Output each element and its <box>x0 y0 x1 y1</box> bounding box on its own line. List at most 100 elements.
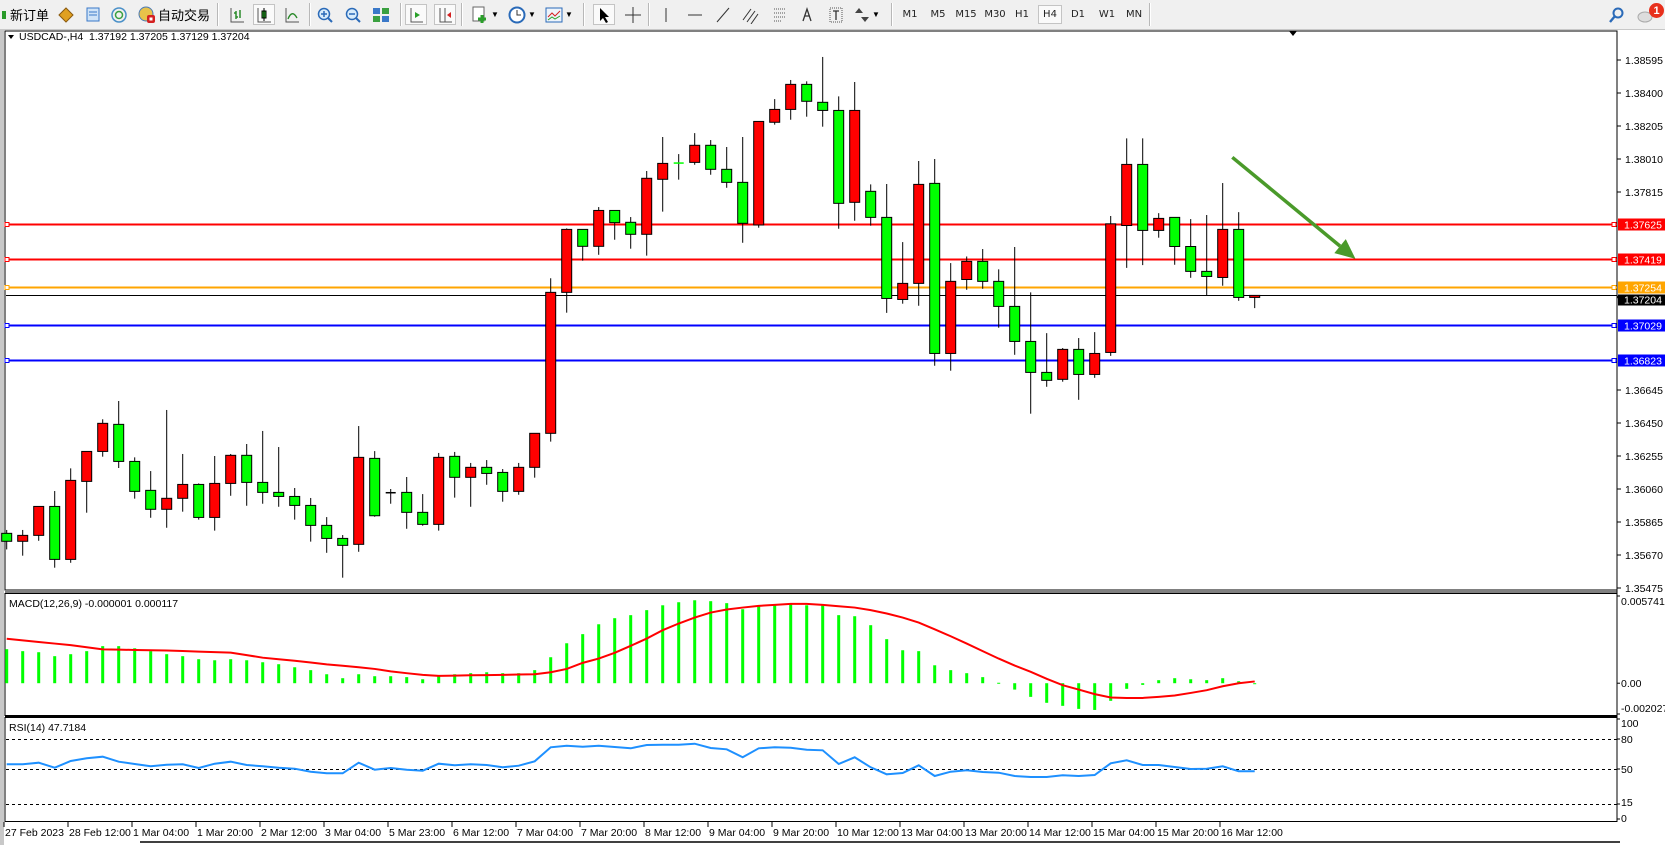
auto-trading-button[interactable]: 自动交易 <box>136 4 210 25</box>
new-chart-button[interactable]: ▼ <box>469 4 501 25</box>
arrow-head-icon[interactable] <box>1334 239 1356 259</box>
candle[interactable] <box>17 529 29 556</box>
crosshair-button[interactable] <box>623 4 643 25</box>
candle[interactable] <box>1041 333 1053 387</box>
bar-chart-button[interactable] <box>227 4 247 25</box>
candle[interactable] <box>849 82 861 221</box>
cursor-button[interactable] <box>593 4 615 25</box>
zoom-out-button[interactable] <box>343 4 363 25</box>
arrows-button[interactable]: ▼ <box>852 4 882 25</box>
chart-shift-marker-icon[interactable] <box>1289 31 1297 36</box>
candle[interactable] <box>1217 183 1229 286</box>
candle[interactable] <box>817 56 829 127</box>
timeframe-m1[interactable]: M1 <box>902 9 918 20</box>
candle[interactable] <box>1201 215 1213 296</box>
candle[interactable] <box>225 453 237 496</box>
candle[interactable] <box>33 505 45 541</box>
candle[interactable] <box>529 432 541 478</box>
candle[interactable] <box>561 228 573 313</box>
candle[interactable] <box>641 171 653 256</box>
symbol-menu-icon[interactable] <box>8 35 14 39</box>
candle[interactable] <box>209 456 221 531</box>
candle[interactable] <box>1 529 13 550</box>
candle[interactable] <box>737 137 749 243</box>
candle[interactable] <box>385 489 396 504</box>
candle[interactable] <box>1121 138 1133 268</box>
candle[interactable] <box>689 133 701 165</box>
candle[interactable] <box>833 96 845 229</box>
candle[interactable] <box>1089 332 1101 378</box>
timeframe-h4[interactable]: H4 <box>1038 5 1062 24</box>
candle[interactable] <box>545 278 557 442</box>
candle[interactable] <box>321 517 333 553</box>
candle[interactable] <box>977 249 989 289</box>
templates-button[interactable]: ▼ <box>543 4 575 25</box>
candle[interactable] <box>49 491 61 568</box>
fibonacci-button[interactable] <box>770 4 790 25</box>
chart-shift-button[interactable] <box>434 4 456 25</box>
line-handle-left[interactable] <box>4 222 10 227</box>
candle[interactable] <box>81 450 93 513</box>
timeframe-mn[interactable]: MN <box>1125 9 1143 20</box>
candle[interactable] <box>673 154 684 180</box>
candle[interactable] <box>881 184 893 313</box>
candle[interactable] <box>593 207 605 255</box>
candle[interactable] <box>145 471 157 518</box>
candle[interactable] <box>465 462 477 507</box>
periods-button[interactable]: ▼ <box>506 4 538 25</box>
line-chart-button[interactable] <box>282 4 302 25</box>
candle[interactable] <box>305 497 317 542</box>
candle[interactable] <box>417 494 429 526</box>
new-order-button[interactable]: 新订单 <box>2 4 49 25</box>
timeframe-h1[interactable]: H1 <box>1015 9 1029 20</box>
candle[interactable] <box>401 476 413 529</box>
candle[interactable] <box>657 137 669 212</box>
data-window-button[interactable] <box>83 4 103 25</box>
candle[interactable] <box>625 217 637 249</box>
candle[interactable] <box>753 120 765 228</box>
auto-scroll-button[interactable] <box>405 4 427 25</box>
candle[interactable] <box>289 487 301 520</box>
timeframe-w1[interactable]: W1 <box>1098 9 1116 20</box>
timeframe-d1[interactable]: D1 <box>1070 9 1086 20</box>
timeframe-m15[interactable]: M15 <box>955 9 977 20</box>
line-handle-right[interactable] <box>1611 285 1617 290</box>
candle[interactable] <box>433 452 445 531</box>
zoom-in-button[interactable] <box>315 4 335 25</box>
candle[interactable] <box>801 81 813 117</box>
candle[interactable] <box>449 451 461 498</box>
trendline-button[interactable] <box>713 4 733 25</box>
candle[interactable] <box>369 451 381 517</box>
candle[interactable] <box>865 184 877 226</box>
candle[interactable] <box>1233 212 1245 301</box>
arrow-shaft[interactable] <box>1231 155 1342 248</box>
candle[interactable] <box>1137 138 1149 266</box>
candle[interactable] <box>1025 292 1037 414</box>
candle[interactable] <box>1185 219 1197 278</box>
candle[interactable] <box>577 228 589 261</box>
candle[interactable] <box>177 453 189 512</box>
timeframe-m5[interactable]: M5 <box>930 9 946 20</box>
line-handle-right[interactable] <box>1611 257 1617 262</box>
candle[interactable] <box>705 140 717 175</box>
line-handle-left[interactable] <box>4 257 10 262</box>
search-button[interactable] <box>1607 4 1627 25</box>
candle[interactable] <box>113 401 125 469</box>
candle[interactable] <box>481 460 493 485</box>
candle[interactable] <box>609 209 621 240</box>
candle[interactable] <box>161 409 173 528</box>
candle[interactable] <box>337 535 349 578</box>
timeframe-m30[interactable]: M30 <box>984 9 1006 20</box>
line-handle-right[interactable] <box>1611 222 1617 227</box>
line-handle-left[interactable] <box>4 323 10 328</box>
candle[interactable] <box>1105 216 1117 356</box>
equidistant-channel-button[interactable] <box>740 4 760 25</box>
horizontal-line-button[interactable] <box>685 4 705 25</box>
candle[interactable] <box>785 79 797 120</box>
vertical-line-button[interactable] <box>656 4 676 25</box>
candle[interactable] <box>129 457 141 499</box>
candle[interactable] <box>993 269 1005 328</box>
market-watch-button[interactable] <box>56 4 76 25</box>
line-handle-right[interactable] <box>1611 323 1617 328</box>
